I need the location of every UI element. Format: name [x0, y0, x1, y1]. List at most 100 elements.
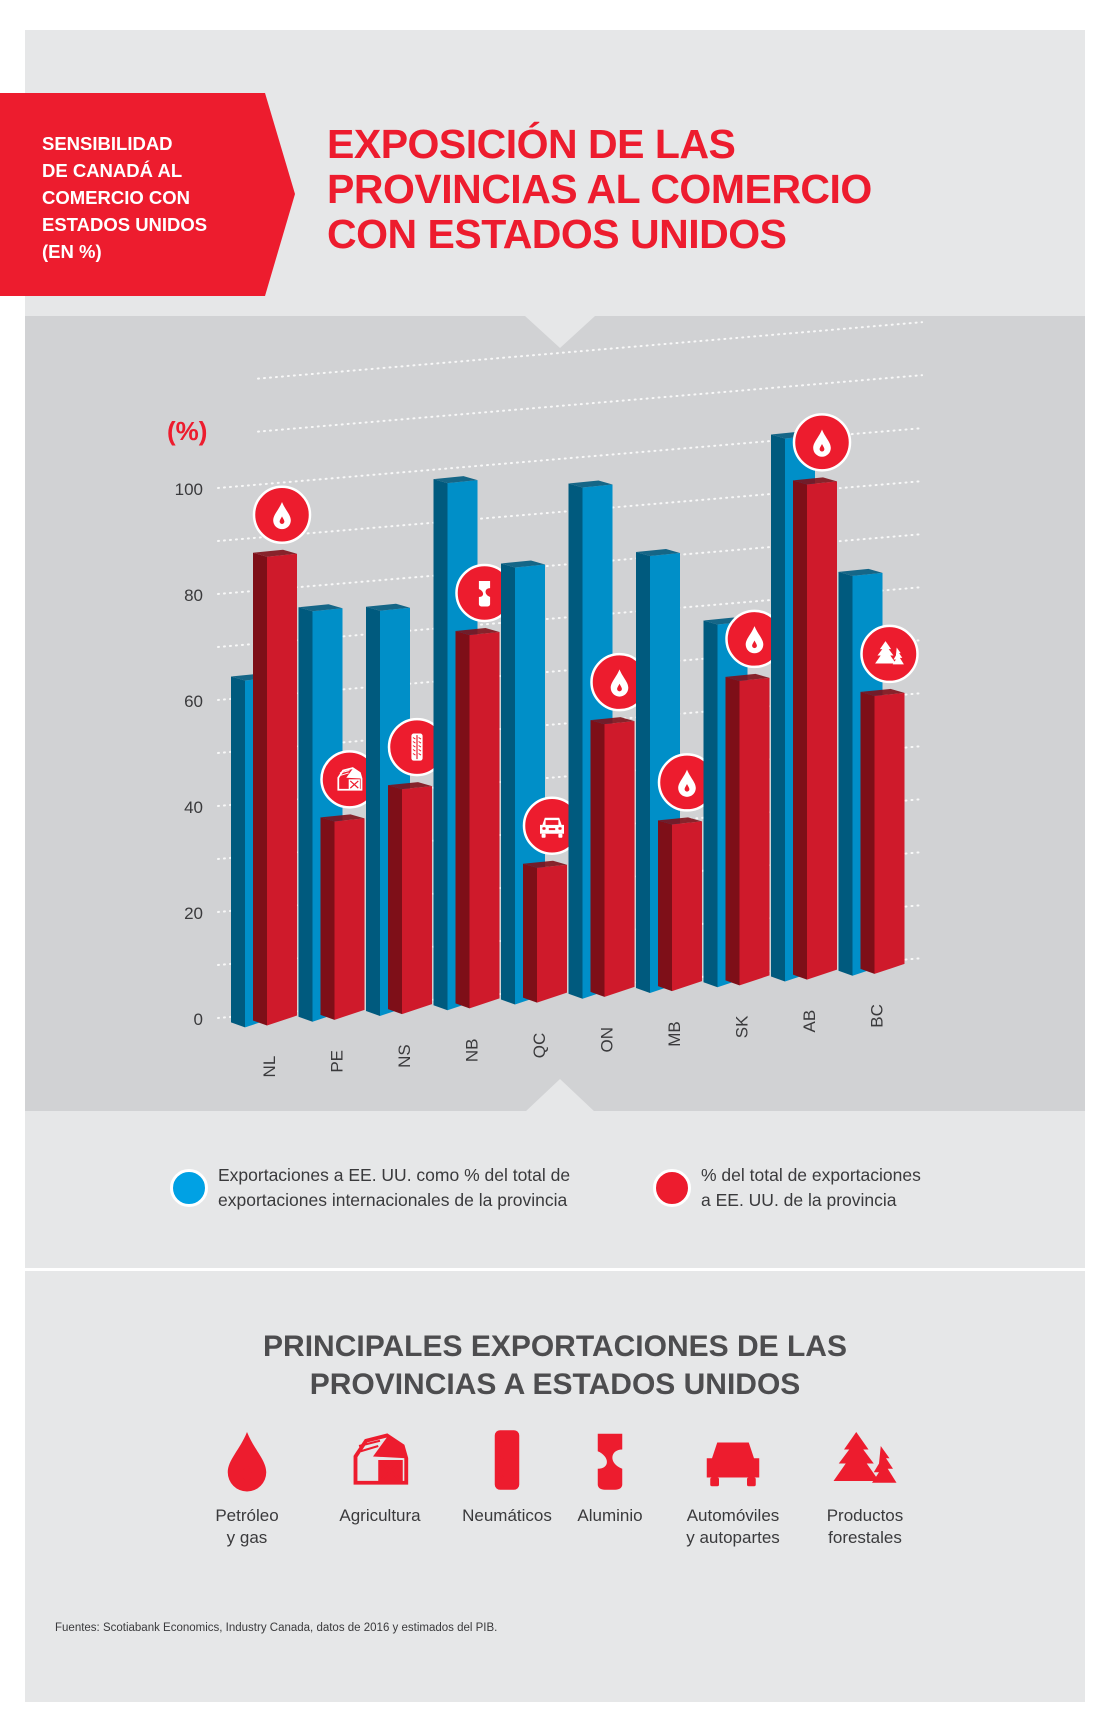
gridline: [257, 321, 923, 380]
bar-blue-MB-top: [636, 549, 680, 557]
section-tag: [0, 93, 295, 296]
tire-icon: [493, 1428, 521, 1492]
legend-swatch-red: [653, 1169, 691, 1207]
bar-red-ON-top: [590, 717, 635, 725]
bar-red-ON-side: [590, 720, 605, 997]
notch-pointer-bottom: [525, 1079, 595, 1112]
y-tick-label: 20: [184, 904, 203, 923]
trees-icon: [833, 1432, 897, 1483]
bar-red-NL-side: [253, 552, 267, 1026]
bar-red-PE-side: [320, 817, 335, 1020]
bar-blue-PE-side: [298, 607, 313, 1022]
bar-red-NL-top: [253, 549, 297, 557]
export-item-label: Neumáticos: [442, 1505, 572, 1527]
bar-red-MB-front: [672, 821, 702, 992]
bar-red-BC: [860, 688, 905, 974]
bar-red-NS-side: [388, 785, 402, 1015]
notch-pointer-top: [525, 316, 595, 348]
export-item-trees: Productos forestales: [800, 1425, 930, 1549]
bar-blue-AB-side: [771, 434, 785, 982]
export-badge-oil-drop-icon: [252, 485, 312, 545]
oil-drop-icon: [227, 1432, 267, 1492]
export-item-label: Aluminio: [545, 1505, 675, 1527]
bar-blue-NL-side: [231, 676, 245, 1028]
label-line: Aluminio: [577, 1506, 643, 1525]
tire-icon: [410, 732, 424, 762]
bar-red-NB-front: [469, 631, 500, 1009]
bar-red-PE-front: [334, 818, 365, 1020]
export-item-label: Productos forestales: [800, 1505, 930, 1549]
bar-red-BC-front: [874, 692, 905, 974]
bar-red-SK-front: [739, 677, 770, 986]
bar-blue-PE-top: [298, 604, 343, 612]
bar-red-AB-side: [793, 480, 807, 980]
title-line: EXPOSICIÓN DE LAS: [327, 121, 736, 167]
source-note: Fuentes: Scotiabank Economics, Industry …: [55, 1622, 498, 1634]
export-item-can: Aluminio: [545, 1425, 675, 1527]
title-line: PROVINCIAS AL COMERCIO: [327, 166, 872, 212]
y-tick-label: 100: [175, 480, 203, 499]
bar-red-QC-front: [537, 864, 567, 1003]
bar-red-SK-top: [725, 673, 770, 681]
bar-red-ON-front: [604, 721, 635, 997]
y-tick-label: 60: [184, 692, 203, 711]
label-line: Agricultura: [339, 1506, 421, 1525]
bar-blue-ON-top: [568, 480, 613, 488]
bar-red-AB-top: [793, 477, 837, 485]
bar-red-QC-top: [523, 860, 567, 868]
label-line: Petróleo: [215, 1506, 279, 1525]
bar-red-AB-front: [807, 481, 837, 980]
bar-red-NS-top: [388, 782, 432, 790]
x-tick-label: AB: [800, 1010, 819, 1033]
main-title: EXPOSICIÓN DE LAS PROVINCIAS AL COMERCIO…: [327, 122, 872, 257]
x-tick-label: NL: [260, 1056, 279, 1078]
exports-section-title: PRINCIPALES EXPORTACIONES DE LAS PROVINC…: [263, 1330, 847, 1401]
bar-red-NL: [253, 549, 297, 1026]
bar-blue-QC-side: [501, 563, 515, 1005]
car-icon: [706, 1442, 760, 1487]
bar-blue-MB-side: [636, 552, 650, 994]
label-line: Productos: [826, 1506, 904, 1525]
label-line: Neumáticos: [462, 1506, 552, 1525]
bar-red-SK-side: [725, 676, 740, 986]
bar-red-MB-top: [658, 817, 702, 825]
label-line: forestales: [828, 1528, 902, 1547]
export-item-tire: Neumáticos: [442, 1425, 572, 1527]
export-badge-oil-drop-icon: [792, 413, 852, 472]
x-tick-label: MB: [665, 1021, 684, 1047]
legend-swatch-blue: [170, 1169, 208, 1207]
bar-red-MB: [658, 817, 702, 992]
bar-red-NS-front: [402, 786, 432, 1015]
label-line: y autopartes: [686, 1528, 780, 1547]
y-tick-label: 0: [194, 1010, 203, 1029]
export-item-label: Agricultura: [315, 1505, 445, 1527]
legend-item-red: % del total de exportaciones a EE. UU. d…: [653, 1163, 921, 1213]
export-item-car: Automóviles y autopartes: [668, 1425, 798, 1549]
x-tick-label: BC: [868, 1004, 887, 1028]
section-divider: [25, 1268, 1085, 1271]
export-badge-trees-icon: [860, 624, 919, 684]
bar-blue-NS-side: [366, 606, 380, 1016]
y-tick-label: 40: [184, 798, 203, 817]
tag-line: DE CANADÁ AL: [42, 160, 183, 181]
bar-red-ON: [590, 717, 635, 997]
x-tick-label: SK: [733, 1015, 752, 1038]
tag-line: SENSIBILIDAD: [42, 133, 173, 154]
bar-red-NB-side: [455, 630, 470, 1009]
label-line: y gas: [226, 1528, 268, 1547]
y-tick-label: 80: [184, 586, 203, 605]
bar-red-PE-top: [320, 814, 365, 822]
bar-blue-NB-top: [433, 476, 478, 484]
tag-line: (EN %): [42, 241, 102, 262]
bar-red-NL-front: [267, 553, 297, 1026]
bar-blue-SK-side: [703, 620, 718, 988]
bar-blue-NB-side: [433, 479, 448, 1011]
tag-line: COMERCIO CON: [42, 187, 190, 208]
title-line: CON ESTADOS UNIDOS: [327, 211, 787, 257]
bar-blue-ON-side: [568, 483, 583, 999]
bar-red-SK: [725, 673, 770, 986]
export-item-label: Petróleo y gas: [182, 1505, 312, 1549]
legend-label: % del total de exportaciones a EE. UU. d…: [701, 1165, 921, 1210]
section-tag-text: SENSIBILIDAD DE CANADÁ AL COMERCIO CON E…: [42, 130, 272, 265]
